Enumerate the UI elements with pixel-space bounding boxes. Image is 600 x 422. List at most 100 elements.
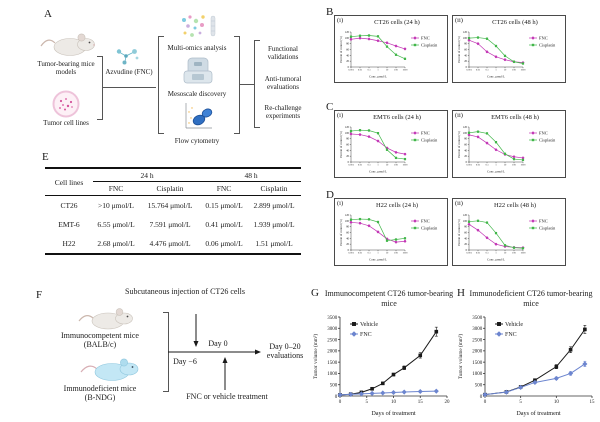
svg-text:1: 1 [377, 164, 379, 167]
msd-instrument-icon [183, 57, 213, 84]
panel-c-letter: C [326, 101, 334, 113]
evaluations-label: Day 0–20 evaluations [266, 342, 304, 361]
svg-text:0.001: 0.001 [348, 252, 354, 255]
svg-text:40: 40 [464, 237, 467, 240]
svg-text:1000: 1000 [403, 252, 409, 255]
col-header-cisplatin-48h: Cisplatin [247, 181, 301, 196]
dose-response-chart: 0 20 40 60 80 100 120 0.001 0.01 0.1 1 10 100 1000 Con… [339, 124, 443, 174]
svg-text:FNC: FNC [421, 131, 430, 136]
svg-text:0.001: 0.001 [466, 164, 472, 167]
chart-title: CT26 cells (24 h) [374, 19, 420, 26]
flow-cytometry-icon [185, 103, 213, 129]
output-label-antitumoral: Anti-tumoral evaluations [264, 75, 302, 92]
svg-text:1000: 1000 [403, 69, 409, 72]
svg-text:Percent of control (%): Percent of control (%) [457, 219, 461, 246]
svg-text:Percent of control (%): Percent of control (%) [457, 36, 461, 63]
ic50-value: 15.764 μmol/L [147, 201, 193, 210]
panel-h-letter: H [457, 287, 465, 299]
ic50-value: 0.15 μmol/L [205, 201, 243, 210]
svg-text:60: 60 [464, 48, 467, 51]
svg-text:0.01: 0.01 [476, 252, 481, 255]
svg-text:2000: 2000 [472, 350, 483, 355]
svg-text:Tumor volume (mm³): Tumor volume (mm³) [312, 334, 319, 379]
svg-text:1: 1 [495, 164, 497, 167]
cell-line-name: EMT-6 [58, 220, 80, 229]
col-group-24h: 24 h [93, 168, 201, 182]
subpanel-label: (i) [337, 112, 344, 119]
svg-text:100: 100 [394, 164, 399, 167]
svg-text:Vehicle: Vehicle [360, 322, 378, 328]
svg-text:10: 10 [504, 69, 507, 72]
svg-text:2500: 2500 [327, 338, 338, 343]
ic50-table: Cell lines 24 h 48 h FNC Cisplatin FNC C… [45, 167, 301, 255]
svg-text:0.1: 0.1 [485, 252, 489, 255]
svg-text:Conc. μmol/L: Conc. μmol/L [487, 258, 505, 262]
output-label-rechallenge: Re-challenge experiments [264, 104, 302, 121]
svg-text:1500: 1500 [472, 361, 483, 366]
mouse-label-immunodeficient: Immunodeficient mice (B-NDG) [38, 384, 162, 402]
svg-text:40: 40 [464, 149, 467, 152]
timeline-diagram [168, 314, 261, 390]
svg-text:60: 60 [346, 143, 349, 146]
svg-text:100: 100 [512, 252, 517, 255]
svg-text:1: 1 [495, 69, 497, 72]
ic50-value: 2.68 μmol/L [97, 239, 135, 248]
svg-text:Days of treatment: Days of treatment [516, 410, 561, 417]
svg-text:0.001: 0.001 [348, 164, 354, 167]
svg-text:80: 80 [464, 43, 467, 46]
col-header-fnc-48h: FNC [201, 181, 247, 196]
svg-text:120: 120 [463, 126, 468, 129]
svg-text:120: 120 [345, 126, 350, 129]
subpanel-label: (i) [337, 200, 344, 207]
ic50-value: 7.591 μmol/L [149, 220, 191, 229]
svg-text:10: 10 [386, 252, 389, 255]
svg-text:0.01: 0.01 [358, 69, 363, 72]
svg-text:Percent of control (%): Percent of control (%) [339, 219, 343, 246]
svg-text:FNC: FNC [539, 131, 548, 136]
svg-text:10: 10 [386, 69, 389, 72]
svg-text:Cisplatin: Cisplatin [421, 138, 438, 143]
svg-text:Conc. μmol/L: Conc. μmol/L [369, 170, 387, 174]
chart-box-d-i: (i) H22 cells (24 h) 0 20 40 60 80 100 120 0.00… [334, 198, 448, 266]
svg-text:0.1: 0.1 [367, 69, 371, 72]
svg-text:60: 60 [346, 48, 349, 51]
svg-text:Percent of control (%): Percent of control (%) [339, 131, 343, 158]
svg-text:20: 20 [346, 243, 349, 246]
svg-text:3000: 3000 [472, 327, 483, 332]
chart-box-d-ii: (ii) H22 cells (48 h) 0 20 40 60 80 100 120 0.0… [452, 198, 566, 266]
molecule-icon [116, 49, 139, 65]
svg-text:20: 20 [464, 243, 467, 246]
svg-text:20: 20 [346, 60, 349, 63]
bracket-line [158, 36, 164, 134]
svg-text:0.01: 0.01 [476, 69, 481, 72]
drug-label: Azvudine (FNC) [105, 68, 153, 76]
svg-text:100: 100 [463, 132, 468, 135]
svg-text:100: 100 [394, 69, 399, 72]
svg-text:0.1: 0.1 [485, 164, 489, 167]
svg-text:5: 5 [519, 400, 522, 405]
chart-box-c-ii: (ii) EMT6 cells (48 h) 0 20 40 60 80 100 120 0.… [452, 110, 566, 178]
svg-text:0.1: 0.1 [367, 164, 371, 167]
svg-text:1500: 1500 [327, 361, 338, 366]
connector-line [102, 87, 156, 88]
svg-text:10: 10 [554, 400, 560, 405]
subpanel-label: (i) [337, 17, 344, 24]
ic50-value: 2.899 μmol/L [253, 201, 295, 210]
chart-title: H22 cells (48 h) [493, 202, 537, 209]
chart-box-b-ii: (ii) CT26 cells (48 h) 0 20 40 60 80 100 120 0.… [452, 15, 566, 83]
chart-title: EMT6 cells (24 h) [373, 114, 421, 121]
svg-text:FNC: FNC [421, 219, 430, 224]
svg-text:100: 100 [463, 37, 468, 40]
svg-text:100: 100 [512, 69, 517, 72]
dose-response-chart: 0 20 40 60 80 100 120 0.001 0.01 0.1 1 10 100 1000 Con… [339, 29, 443, 79]
chart-title-h: Immunodeficient CT26 tumor-bearing mice [469, 289, 593, 308]
svg-text:Conc. μmol/L: Conc. μmol/L [487, 75, 505, 79]
omics-scatter-icon [182, 15, 216, 37]
svg-text:3500: 3500 [327, 316, 338, 321]
subpanel-label: (ii) [455, 200, 463, 207]
svg-text:Percent of control (%): Percent of control (%) [339, 36, 343, 63]
connector-line [239, 84, 254, 85]
svg-text:0.001: 0.001 [348, 69, 354, 72]
day-minus6-label: Day −6 [173, 357, 197, 366]
svg-text:1000: 1000 [521, 252, 527, 255]
